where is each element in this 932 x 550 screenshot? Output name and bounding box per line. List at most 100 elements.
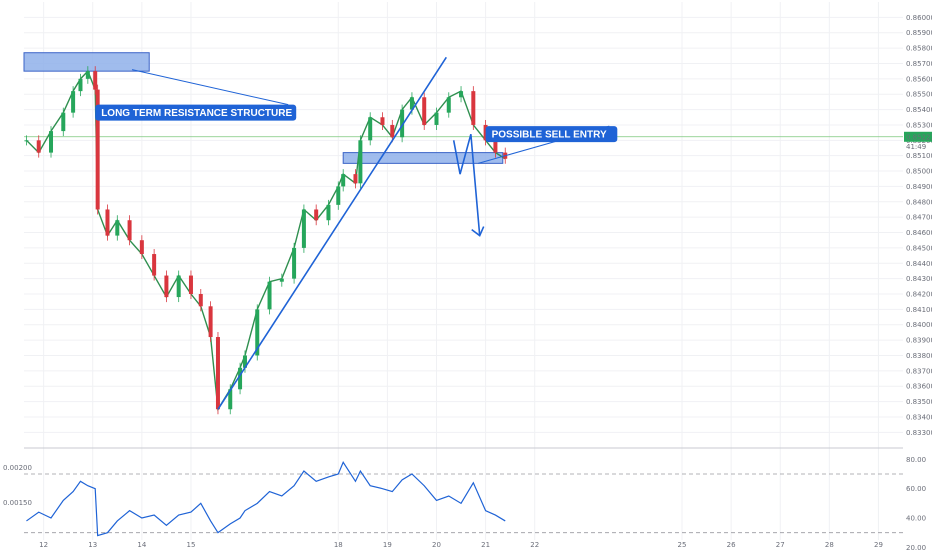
x-tick-label: 14: [137, 541, 146, 549]
zone-box: [342, 152, 504, 164]
candle: [115, 220, 120, 236]
candle: [78, 78, 83, 92]
candle: [105, 209, 110, 236]
candle: [24, 140, 29, 142]
annotation-connector: [131, 69, 289, 106]
candle: [238, 367, 243, 390]
candle: [301, 209, 306, 248]
projection-path: [452, 133, 481, 236]
x-tick-label: 26: [727, 541, 736, 549]
candle: [208, 306, 213, 338]
osc-y-tick-label: 80.00: [906, 456, 926, 464]
x-tick-label: 27: [776, 541, 785, 549]
drawings: [217, 56, 485, 410]
x-tick-label: 29: [874, 541, 883, 549]
osc-y-tick-label: 20.00: [906, 544, 926, 550]
candle: [409, 97, 414, 110]
osc-y-tick-label-left: 0.00200: [3, 464, 32, 472]
candle: [267, 281, 272, 310]
annotation-box: [485, 126, 618, 143]
candle: [49, 131, 54, 153]
x-tick-label: 12: [39, 541, 48, 549]
osc-y-tick-label-left: 0.00150: [3, 499, 32, 507]
candle: [422, 97, 427, 125]
candle: [314, 209, 319, 221]
x-tick-label: 25: [678, 541, 687, 549]
candle: [71, 91, 76, 113]
annotation-text: POSSIBLE SELL ENTRY: [492, 130, 607, 141]
price-tag: [904, 131, 932, 142]
candle: [95, 89, 100, 210]
candle: [471, 91, 476, 125]
candle: [368, 117, 373, 141]
candle: [341, 174, 346, 187]
candle: [164, 275, 169, 298]
candle: [61, 112, 66, 132]
candle: [493, 140, 498, 153]
osc-y-tick-label: 60.00: [906, 485, 926, 493]
x-tick-label: 21: [481, 541, 490, 549]
trendline: [217, 56, 447, 410]
candle: [400, 109, 405, 138]
candle: [255, 309, 260, 356]
zone-box: [23, 52, 150, 72]
candle: [215, 337, 220, 410]
x-tick-label: 13: [88, 541, 97, 549]
x-tick-label: 18: [334, 541, 343, 549]
candle: [380, 117, 385, 125]
candle: [36, 140, 41, 153]
y-tick-label: 0.83300: [906, 429, 932, 437]
candle: [358, 140, 363, 184]
candle: [93, 71, 98, 90]
annotation-text: LONG TERM RESISTANCE STRUCTURE: [101, 108, 292, 119]
oscillator-panel: 80.00 60.00 40.00 20.00 0.00200 0.00150: [3, 447, 926, 550]
candle: [176, 275, 181, 298]
projection-arrowhead: [471, 226, 485, 237]
candle: [198, 294, 203, 307]
annotation-box: [95, 104, 297, 121]
osc-y-tick-label: 40.00: [906, 515, 926, 523]
candle: [434, 112, 439, 125]
candle: [188, 275, 193, 294]
x-tick-label: 20: [432, 541, 441, 549]
candle: [228, 389, 233, 410]
candle: [152, 254, 157, 276]
candle: [292, 247, 297, 279]
grid: [24, 2, 903, 540]
candle: [127, 220, 132, 241]
labels: LONG TERM RESISTANCE STRUCTURE POSSIBLE S…: [95, 69, 618, 164]
osc-series: [26, 460, 506, 537]
candle: [326, 204, 331, 221]
candle: [279, 278, 284, 282]
candle: [459, 91, 464, 98]
x-tick-label: 15: [186, 541, 195, 549]
candle: [336, 186, 341, 205]
